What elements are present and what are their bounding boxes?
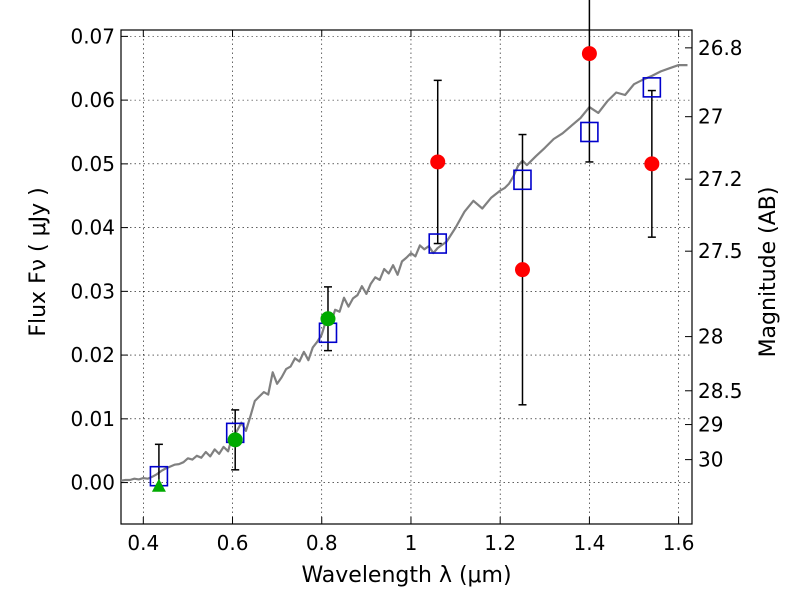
model-photometry-square — [513, 169, 532, 191]
data-marks-layer — [149, 0, 662, 492]
x-tick-label: 0.4 — [127, 531, 159, 555]
x-tick-label: 1.4 — [573, 531, 605, 555]
model-spectrum-line — [120, 63, 688, 482]
observed-flux-point — [581, 46, 597, 62]
magnitude-tick-label: 26.8 — [698, 36, 743, 60]
x-tick-label: 1.2 — [484, 531, 516, 555]
model-photometry-square — [642, 77, 662, 98]
y-axis-title: Flux Fν ( μJy ) — [26, 187, 51, 336]
magnitude-tick-label: 30 — [698, 448, 723, 472]
y-tick-label: 0.00 — [70, 471, 115, 495]
x-tick-label: 1.6 — [663, 531, 695, 555]
magnitude-tick-label: 27.5 — [698, 239, 743, 263]
x-tick-label: 0.6 — [217, 531, 249, 555]
model-photometry-square — [580, 121, 599, 143]
y-tick-label: 0.06 — [70, 88, 115, 112]
y-tick-label: 0.01 — [70, 407, 115, 431]
observed-flux-point — [227, 432, 243, 448]
magnitude-tick-label: 28.5 — [698, 379, 743, 403]
y-tick-label: 0.03 — [70, 279, 115, 303]
magnitude-tick-label: 28 — [698, 325, 723, 349]
magnitude-tick-label: 27 — [698, 105, 723, 129]
magnitude-tick-label: 29 — [698, 413, 723, 437]
observed-flux-point — [430, 154, 446, 170]
y-tick-label: 0.07 — [70, 24, 115, 48]
x-axis-title: Wavelength λ (μm) — [301, 563, 511, 588]
model-photometry-square — [428, 233, 448, 254]
observed-flux-point — [320, 311, 336, 327]
observed-flux-point — [514, 262, 530, 278]
x-tick-label: 0.8 — [306, 531, 338, 555]
y-tick-label: 0.02 — [70, 343, 115, 367]
upper-limit-triangle — [151, 478, 166, 492]
right-axis-title: Magnitude (AB) — [756, 187, 781, 358]
observed-flux-point — [644, 156, 660, 172]
y-tick-label: 0.05 — [70, 152, 115, 176]
y-tick-label: 0.04 — [70, 216, 115, 240]
x-tick-label: 1 — [405, 531, 418, 555]
model-spectrum-layer — [120, 63, 688, 482]
plot-frame — [120, 29, 693, 525]
axis-ticks-layer: 0.4 0.6 0.8 1 1.2 1.4 1.6 0.00 0.01 0.02 0.03 0.04 0… — [70, 24, 742, 555]
magnitude-tick-label: 27.2 — [698, 167, 743, 191]
